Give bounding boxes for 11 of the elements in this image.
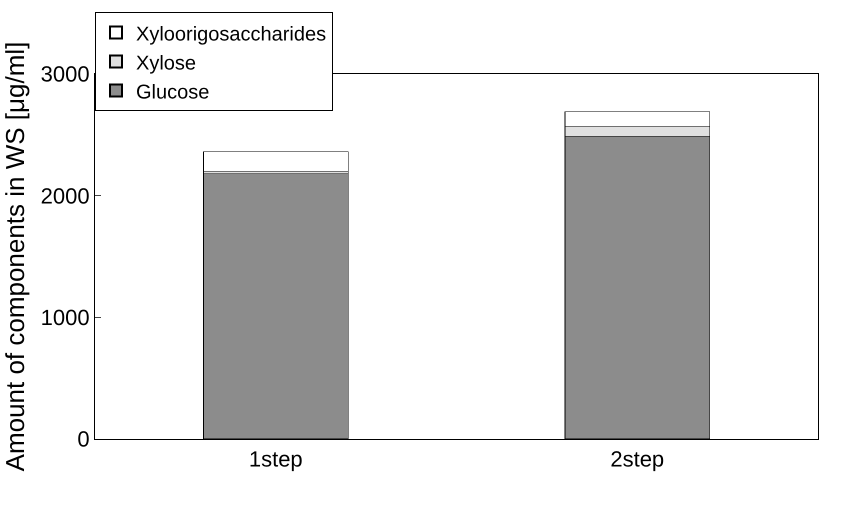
y-axis-title: Amount of components in WS [μg/ml] <box>0 42 30 472</box>
y-tick-label: 1000 <box>40 305 90 330</box>
legend-label: Xyloorigosaccharides <box>136 23 326 46</box>
bar <box>203 152 348 172</box>
legend-label: Glucose <box>136 81 210 104</box>
x-tick-label: 2step <box>610 446 664 472</box>
y-tick-label: 0 <box>77 426 90 452</box>
legend-label: Xylose <box>136 52 196 74</box>
x-tick-label: 1step <box>248 446 303 472</box>
y-tick-label: 2000 <box>40 183 90 208</box>
y-tick-label: 3000 <box>40 62 90 87</box>
